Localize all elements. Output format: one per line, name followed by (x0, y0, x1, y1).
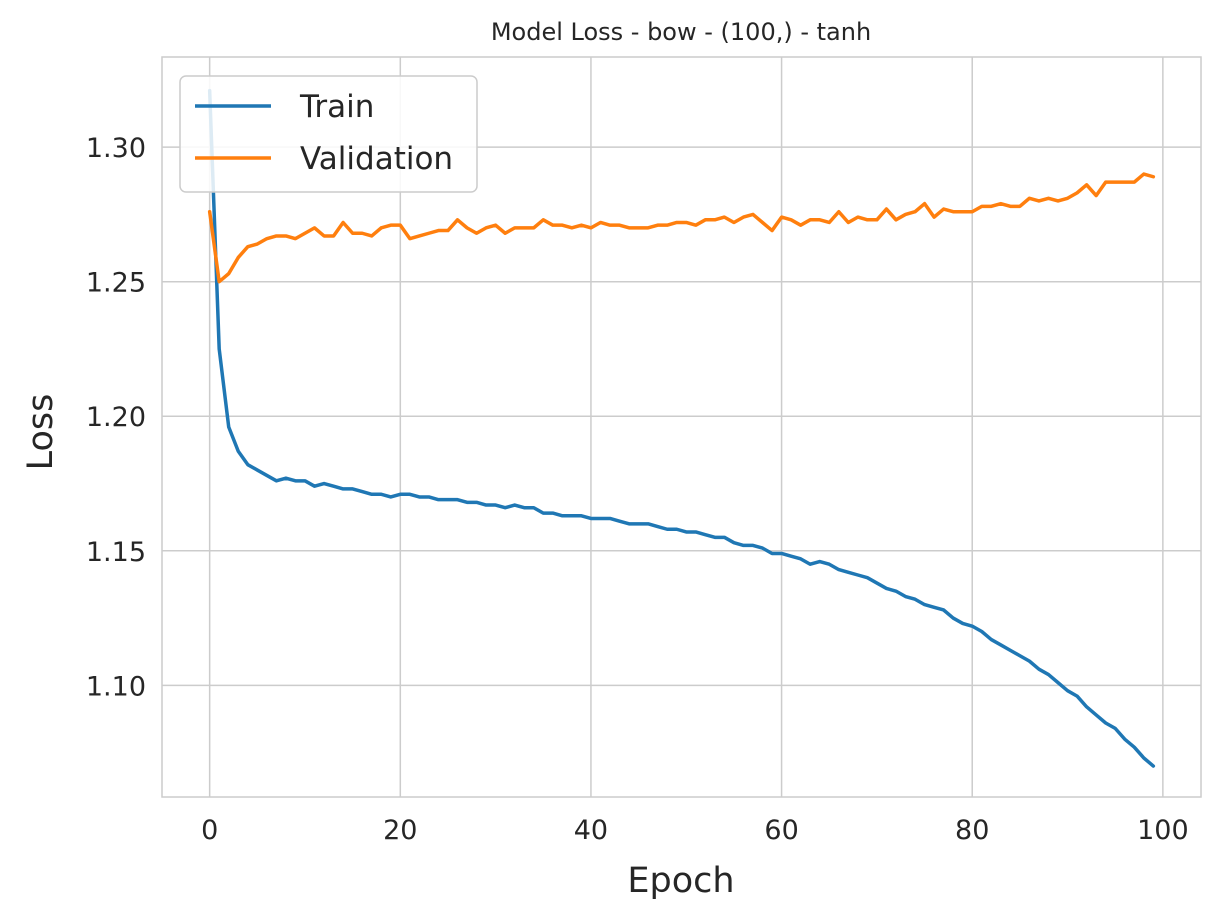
y-tick-label: 1.10 (86, 671, 146, 702)
series-line-train (207, 88, 1156, 768)
legend: Train Validation (179, 75, 478, 193)
x-tick-label: 0 (201, 815, 218, 846)
series-lines (207, 88, 1156, 768)
y-tick-label: 1.25 (86, 268, 146, 299)
chart-title: Model Loss - bow - (100,) - tanh (491, 18, 871, 46)
y-tick-label: 1.30 (86, 133, 146, 164)
y-tick-label: 1.20 (86, 402, 146, 433)
tick-labels: 0 20 40 60 80 100 1.10 1.15 1.20 1.25 1.30 (86, 133, 1189, 846)
x-tick-label: 40 (574, 815, 608, 846)
x-tick-label: 60 (764, 815, 798, 846)
series-line-validation (207, 172, 1156, 284)
legend-label-validation: Validation (300, 141, 453, 177)
x-tick-label: 20 (383, 815, 417, 846)
plot-area-frame (161, 56, 1202, 798)
x-tick-label: 100 (1137, 815, 1189, 846)
y-tick-label: 1.15 (86, 537, 146, 568)
x-tick-label: 80 (955, 815, 989, 846)
legend-label-train: Train (299, 89, 374, 125)
x-axis-label: Epoch (627, 861, 734, 901)
y-axis-label: Loss (21, 394, 61, 471)
